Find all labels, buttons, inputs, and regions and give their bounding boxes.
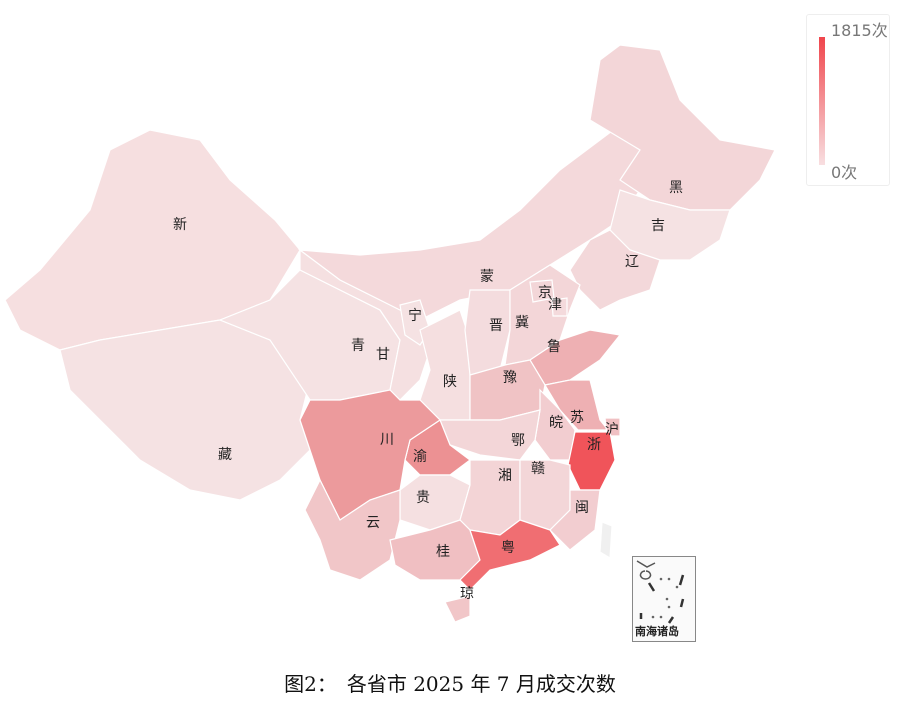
- province-beijing[interactable]: [529, 279, 555, 303]
- province-sichuan[interactable]: [299, 389, 441, 521]
- province-label-tibet: 藏: [218, 447, 232, 463]
- province-label-chongqing: 渝: [413, 449, 427, 465]
- province-label-heilongjiang: 黑: [669, 180, 683, 196]
- province-guangxi[interactable]: [389, 519, 481, 581]
- south-china-sea-inset: 南海诸岛: [632, 556, 696, 642]
- inset-label: 南海诸岛: [635, 625, 679, 638]
- province-heilongjiang[interactable]: [589, 44, 776, 211]
- province-label-jiangxi: 赣: [531, 461, 545, 477]
- province-label-beijing: 京: [538, 285, 552, 301]
- province-label-shanghai: 沪: [605, 422, 619, 438]
- province-label-zhejiang: 浙: [587, 437, 601, 453]
- province-taiwan[interactable]: [599, 521, 613, 560]
- province-label-ningxia: 宁: [408, 307, 422, 324]
- province-label-xinjiang: 新: [173, 217, 187, 233]
- province-liaoning[interactable]: [569, 229, 661, 311]
- province-label-yunnan: 云: [366, 515, 380, 531]
- province-label-anhui: 皖: [549, 415, 563, 431]
- province-label-shaanxi: 陕: [443, 374, 457, 390]
- province-shaanxi[interactable]: [419, 309, 471, 421]
- province-label-hebei: 冀: [515, 315, 529, 331]
- province-label-guangxi: 桂: [436, 544, 450, 560]
- province-label-hubei: 鄂: [511, 433, 525, 449]
- province-yunnan[interactable]: [304, 478, 401, 581]
- province-label-liaoning: 辽: [625, 254, 639, 270]
- province-guangdong[interactable]: [459, 519, 561, 591]
- color-legend: 1815次 0次: [806, 14, 890, 186]
- province-label-hainan: 琼: [460, 586, 474, 602]
- province-hainan[interactable]: [444, 595, 471, 623]
- province-hubei[interactable]: [439, 409, 541, 461]
- province-tibet[interactable]: [59, 319, 311, 501]
- province-label-fujian: 闽: [575, 500, 589, 516]
- province-chongqing[interactable]: [404, 419, 471, 476]
- province-label-qinghai: 青: [351, 338, 365, 354]
- figure-caption: 图2： 各省市 2025 年 7 月成交次数: [284, 672, 616, 696]
- province-label-sichuan: 川: [380, 432, 394, 448]
- province-label-shandong: 鲁: [547, 339, 561, 355]
- province-label-neimenggu: 蒙: [480, 269, 494, 285]
- legend-min-label: 0次: [831, 163, 858, 182]
- province-label-guizhou: 贵: [416, 490, 430, 506]
- legend-max-label: 1815次: [831, 21, 888, 40]
- province-label-henan: 豫: [503, 370, 517, 386]
- province-label-tianjin: 津: [548, 297, 562, 313]
- province-label-gansu: 甘: [376, 347, 390, 363]
- province-tianjin[interactable]: [551, 297, 568, 317]
- province-fujian[interactable]: [549, 489, 601, 551]
- south-china-sea-islands-icon: [636, 560, 685, 624]
- province-shanxi[interactable]: [464, 289, 511, 376]
- province-label-jilin: 吉: [651, 218, 665, 234]
- province-label-guangdong: 粤: [501, 540, 515, 556]
- province-label-shanxi: 晋: [489, 318, 503, 334]
- province-label-hunan: 湘: [498, 468, 512, 484]
- legend-gradient-bar[interactable]: [819, 37, 825, 165]
- province-label-jiangsu: 苏: [570, 410, 584, 426]
